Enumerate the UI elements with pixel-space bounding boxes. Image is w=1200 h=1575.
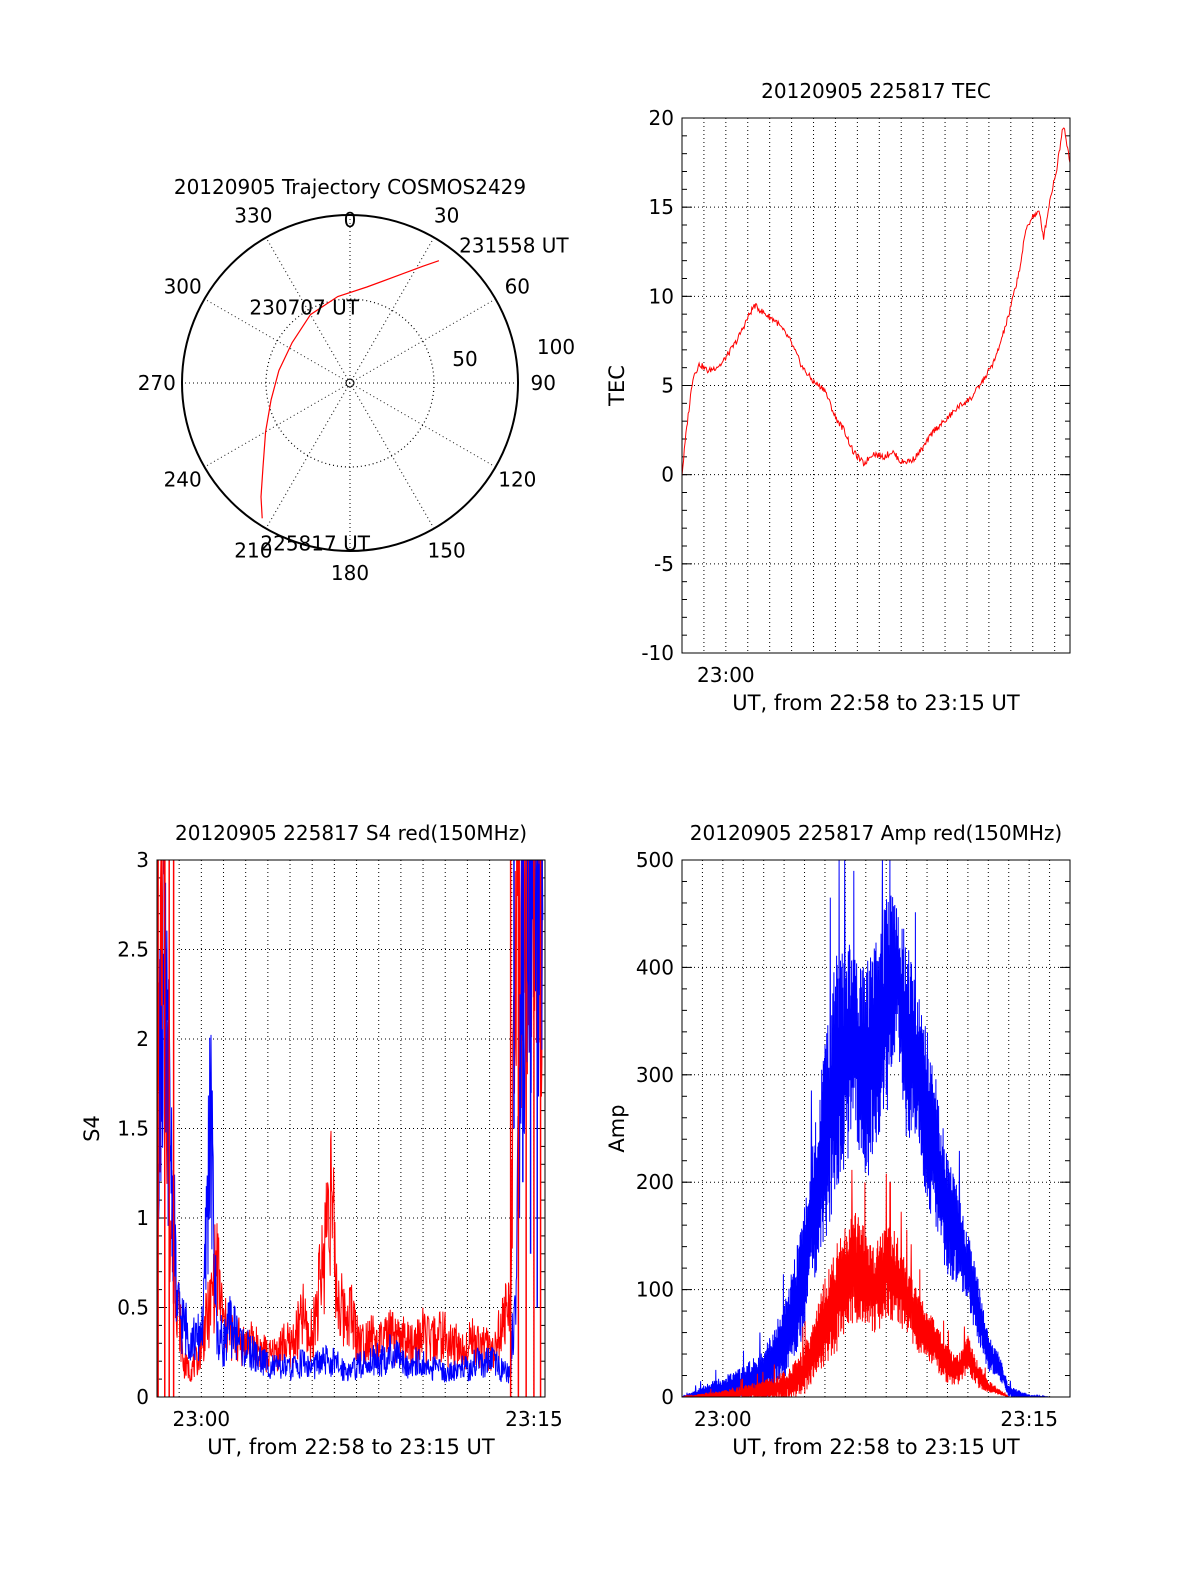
s4-line-chart: 0 0.5 1 1.5 2 2.5 3 23:00 23:15 20120905 225817 S… — [80, 821, 563, 1459]
tec-ytick-label: 15 — [649, 195, 674, 219]
trajectory-time-label: 231558 UT — [459, 234, 569, 258]
amp-xlabel: UT, from 22:58 to 23:15 UT — [732, 1435, 1020, 1459]
amp-line-chart: 0 100 200 300 400 500 23:00 23:15 20120905 22581… — [605, 821, 1071, 1459]
trajectory-time-label: 225817 UT — [260, 531, 370, 555]
amp-title: 20120905 225817 Amp red(150MHz) — [690, 821, 1062, 845]
s4-ytick-label: 2.5 — [117, 938, 149, 962]
trajectory-radial-label: 100 — [537, 335, 575, 359]
trajectory-azimuth-label: 240 — [164, 468, 202, 492]
trajectory-polar-chart: 0 30 60 90 120 150 180 210 240 270 300 330 50 100 2258… — [138, 175, 575, 585]
trajectory-azimuth-label: 30 — [434, 204, 459, 228]
tec-xtick-label: 23:00 — [697, 663, 755, 687]
amp-xtick-label: 23:00 — [694, 1407, 752, 1431]
trajectory-azimuth-label: 150 — [428, 538, 466, 562]
s4-xtick-label: 23:15 — [505, 1407, 563, 1431]
s4-series-red — [157, 860, 543, 1382]
s4-xtick-label: 23:00 — [173, 1407, 231, 1431]
trajectory-azimuth-label: 270 — [138, 371, 176, 395]
amp-ytick-label: 400 — [636, 955, 674, 979]
trajectory-time-label: 230707 UT — [249, 296, 359, 320]
amp-frame — [681, 859, 1071, 1398]
trajectory-azimuth-label: 120 — [498, 468, 536, 492]
s4-title: 20120905 225817 S4 red(150MHz) — [175, 821, 527, 845]
s4-series-blue — [157, 860, 544, 1384]
tec-series-red — [682, 127, 1070, 477]
s4-ytick-label: 1 — [136, 1206, 149, 1230]
tec-ytick-label: 5 — [661, 374, 674, 398]
amp-ytick-label: 200 — [636, 1170, 674, 1194]
s4-ytick-label: 2 — [136, 1027, 149, 1051]
amp-ylabel: Amp — [605, 1104, 629, 1152]
tec-ytick-label: -5 — [654, 552, 674, 576]
tec-ytick-label: 20 — [649, 106, 674, 130]
tec-ytick-label: 0 — [661, 463, 674, 487]
amp-xtick-label: 23:15 — [1000, 1407, 1058, 1431]
amp-ytick-label: 500 — [636, 848, 674, 872]
amp-ytick-label: 100 — [636, 1278, 674, 1302]
trajectory-azimuth-label: 210 — [234, 538, 272, 562]
tec-title: 20120905 225817 TEC — [761, 79, 991, 103]
trajectory-radial-label: 50 — [452, 347, 477, 371]
tec-line-chart: -10 -5 0 5 10 15 20 23:00 20120905 225817 TEC UT,… — [605, 79, 1071, 715]
tec-ytick-label: 10 — [649, 284, 674, 308]
trajectory-azimuth-label: 180 — [331, 561, 369, 585]
trajectory-ring-100 — [181, 214, 519, 552]
trajectory-center — [345, 378, 355, 388]
trajectory-ring-50 — [265, 298, 435, 468]
tec-xlabel: UT, from 22:58 to 23:15 UT — [732, 691, 1020, 715]
s4-xlabel: UT, from 22:58 to 23:15 UT — [207, 1435, 495, 1459]
amp-ytick-label: 300 — [636, 1063, 674, 1087]
trajectory-azimuth-label: 0 — [344, 208, 357, 232]
trajectory-azimuth-label: 300 — [164, 274, 202, 298]
s4-ytick-label: 0.5 — [117, 1296, 149, 1320]
s4-ylabel: S4 — [80, 1115, 104, 1142]
amp-series-blue — [682, 860, 1070, 1397]
s4-frame — [156, 859, 546, 1398]
trajectory-azimuth-label: 90 — [530, 371, 555, 395]
amp-series-red — [682, 1169, 1070, 1397]
trajectory-azimuth-label: 60 — [505, 274, 530, 298]
trajectory-spoke — [265, 237, 435, 529]
tec-ylabel: TEC — [605, 365, 629, 407]
trajectory-title: 20120905 Trajectory COSMOS2429 — [174, 175, 526, 199]
tec-frame — [681, 117, 1071, 654]
s4-ytick-label: 1.5 — [117, 1117, 149, 1141]
trajectory-azimuth-label: 330 — [234, 204, 272, 228]
trajectory-track — [260, 260, 440, 519]
s4-ytick-label: 0 — [136, 1385, 149, 1409]
tec-ytick-label: -10 — [641, 641, 674, 665]
s4-ytick-label: 3 — [136, 848, 149, 872]
amp-ytick-label: 0 — [661, 1385, 674, 1409]
